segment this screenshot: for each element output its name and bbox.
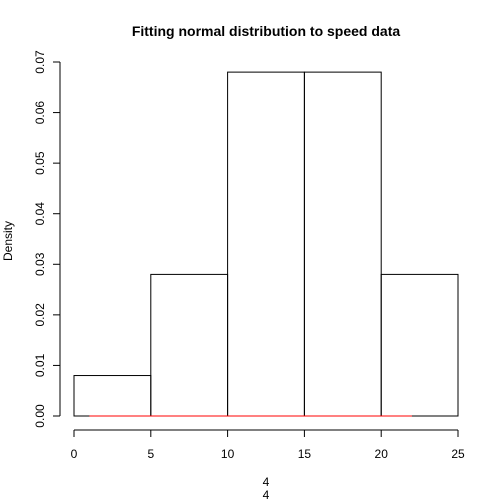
y-tick-label-4: 0.04 — [33, 202, 47, 226]
x-tick-label-1: 5 — [147, 447, 154, 461]
y-tick-label-7: 0.07 — [33, 50, 47, 74]
y-tick-label-3: 0.03 — [33, 252, 47, 276]
x-tick-label-2: 10 — [221, 447, 235, 461]
x-axis-label-line-2: 4 — [263, 488, 270, 502]
x-tick-label-3: 15 — [298, 447, 312, 461]
y-tick-label-6: 0.06 — [33, 101, 47, 125]
y-tick-label-0: 0.00 — [33, 404, 47, 428]
y-axis-label: Density — [1, 221, 15, 261]
histogram-bar-3 — [303, 71, 382, 417]
chart-title: Fitting normal distribution to speed dat… — [132, 23, 401, 39]
histogram-bar-0 — [73, 375, 152, 417]
histogram-bar-1 — [150, 273, 229, 417]
histogram-bar-2 — [227, 71, 305, 417]
x-axis-label-line-1: 4 — [263, 475, 270, 489]
x-tick-label-5: 25 — [451, 447, 465, 461]
x-tick-label-4: 20 — [375, 447, 389, 461]
histogram-bars — [73, 71, 459, 417]
x-tick-label-0: 0 — [71, 447, 78, 461]
y-tick-label-1: 0.01 — [33, 353, 47, 377]
y-tick-label-5: 0.05 — [33, 151, 47, 175]
histogram-bar-4 — [380, 273, 459, 417]
x-axis: 0 5 10 15 20 25 — [71, 429, 465, 461]
y-axis: 0.00 0.01 0.02 0.03 0.04 0.05 0.06 0.07 — [33, 50, 61, 428]
y-tick-label-2: 0.02 — [33, 303, 47, 327]
